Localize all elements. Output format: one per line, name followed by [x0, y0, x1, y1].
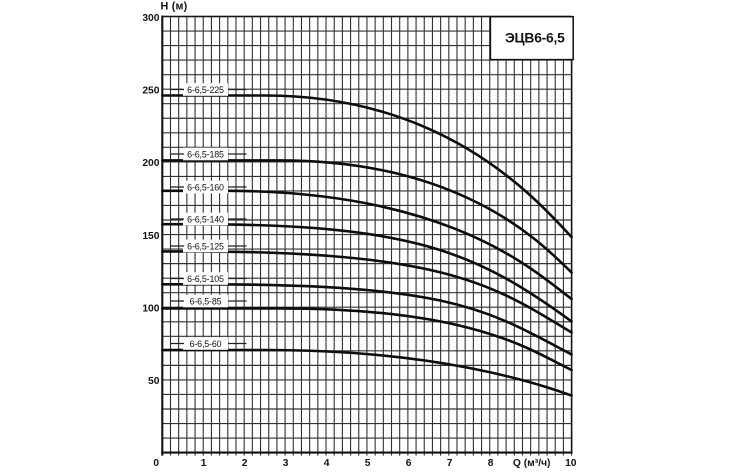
svg-text:6-6,5-185: 6-6,5-185 — [187, 149, 224, 159]
svg-text:1: 1 — [201, 458, 207, 469]
svg-text:8: 8 — [488, 458, 494, 469]
svg-text:0: 0 — [153, 458, 159, 469]
svg-text:200: 200 — [142, 158, 159, 169]
svg-text:7: 7 — [447, 458, 453, 469]
svg-text:100: 100 — [142, 304, 159, 315]
svg-text:300: 300 — [142, 13, 159, 24]
svg-text:H (м): H (м) — [161, 1, 188, 13]
svg-text:ЭЦВ6-6,5: ЭЦВ6-6,5 — [505, 31, 565, 46]
svg-text:6-6,5-125: 6-6,5-125 — [187, 241, 224, 251]
svg-text:2: 2 — [242, 458, 248, 469]
svg-text:150: 150 — [142, 231, 159, 242]
svg-text:6-6,5-105: 6-6,5-105 — [187, 274, 224, 284]
svg-text:6: 6 — [406, 458, 412, 469]
svg-text:10: 10 — [565, 458, 577, 469]
svg-text:6-6,5-225: 6-6,5-225 — [187, 85, 224, 95]
svg-text:6-6,5-85: 6-6,5-85 — [190, 296, 222, 306]
svg-text:6-6,5-160: 6-6,5-160 — [187, 182, 224, 192]
svg-text:6-6,5-140: 6-6,5-140 — [187, 214, 224, 224]
svg-text:3: 3 — [283, 458, 289, 469]
svg-text:Q (м³/ч): Q (м³/ч) — [513, 458, 551, 469]
svg-text:250: 250 — [142, 86, 159, 97]
svg-text:5: 5 — [365, 458, 371, 469]
svg-text:50: 50 — [148, 376, 160, 387]
svg-text:6-6,5-60: 6-6,5-60 — [190, 339, 222, 349]
svg-text:4: 4 — [324, 458, 330, 469]
